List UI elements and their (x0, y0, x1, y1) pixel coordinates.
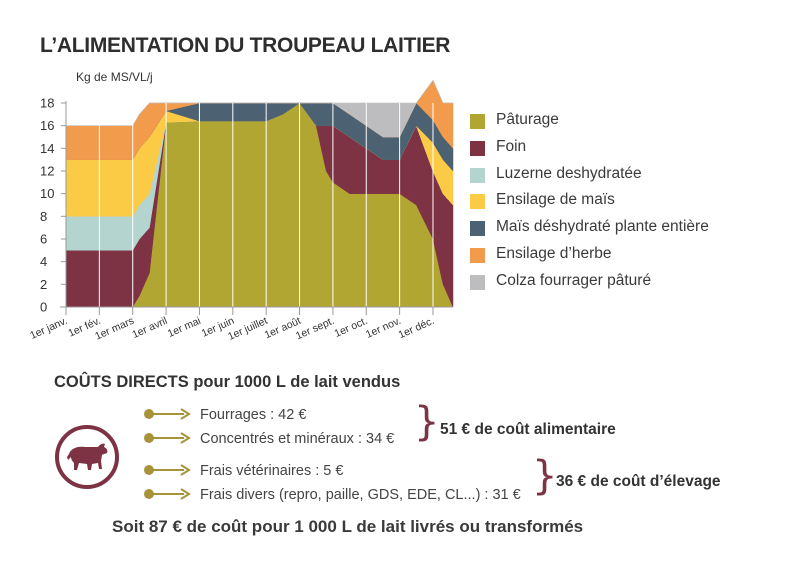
legend-label: Ensilage de maïs (496, 191, 615, 209)
legend-label: Pâturage (496, 111, 559, 128)
cost-fourrages: Fourrages : 42 € (200, 407, 307, 423)
x-tick-label: 1er janv. (28, 315, 69, 342)
y-tick-label: 8 (40, 209, 47, 224)
breeding-cost-total: 36 € de coût d’élevage (556, 473, 721, 490)
legend-label: Maïs déshydraté plante entière (496, 218, 709, 236)
arrow-right-icon (144, 432, 191, 444)
y-tick-label: 18 (40, 96, 54, 111)
area-6 (66, 79, 453, 138)
y-tick-label: 0 (40, 300, 47, 315)
cow-icon (55, 425, 119, 489)
x-tick-label: 1er mars (93, 315, 136, 343)
legend-swatch (470, 221, 485, 237)
legend-swatch (470, 114, 485, 129)
legend-swatch (470, 274, 485, 290)
x-tick-label: 1er avril (130, 315, 169, 341)
cost-veterinaires: Frais vétérinaires : 5 € (200, 463, 344, 479)
costs-title: COÛTS DIRECTS pour 1000 L de lait vendus (54, 373, 401, 391)
page-title: L’ALIMENTATION DU TROUPEAU LAITIER (40, 34, 451, 57)
arrow-right-icon (144, 408, 191, 420)
total-summary: Soit 87 € de coût pour 1 000 L de lait l… (112, 517, 584, 536)
legend-label: Foin (496, 137, 527, 155)
legend-label: Luzerne deshydratée (496, 164, 642, 182)
legend-label: Ensilage d’herbe (496, 244, 612, 262)
food-cost-total: 51 € de coût alimentaire (440, 421, 616, 438)
arrow-right-icon (144, 488, 191, 500)
legend-swatch (470, 167, 485, 183)
arrow-right-icon (144, 464, 191, 476)
y-tick-label: 6 (40, 232, 47, 247)
y-axis-unit: Kg de MS/VL/j (76, 70, 153, 84)
legend-swatch (470, 247, 485, 263)
legend-label: Colza fourrager pâturé (496, 271, 652, 289)
brace-food: } (414, 399, 440, 445)
x-tick-label: 1er sept. (294, 315, 336, 343)
legend-swatch (470, 194, 485, 210)
x-tick-label: 1er déc. (397, 315, 437, 341)
y-tick-label: 4 (40, 254, 47, 269)
legend-swatch (470, 140, 485, 156)
x-tick-label: 1er oct. (333, 315, 370, 340)
y-tick-label: 10 (40, 186, 54, 201)
x-tick-label: 1er nov. (364, 315, 403, 341)
y-tick-label: 14 (40, 141, 54, 156)
cost-divers: Frais divers (repro, paille, GDS, EDE, C… (200, 487, 521, 503)
y-tick-label: 16 (40, 118, 54, 133)
x-tick-label: 1er mai (166, 315, 203, 340)
cost-concentres: Concentrés et minéraux : 34 € (200, 431, 395, 447)
brace-breeding: } (532, 453, 558, 499)
y-tick-label: 12 (40, 164, 54, 179)
y-tick-label: 2 (40, 277, 47, 292)
